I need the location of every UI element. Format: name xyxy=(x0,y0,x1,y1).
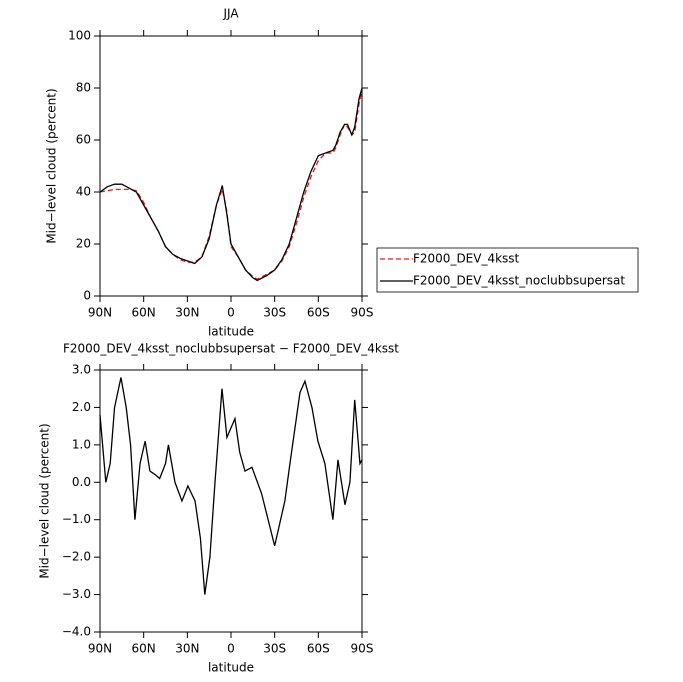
plot-frame xyxy=(99,35,363,297)
panel-title: JJA xyxy=(222,7,239,21)
y-tick-label: 40 xyxy=(76,185,91,199)
legend-label: F2000_DEV_4ksst_noclubbsupersat xyxy=(413,274,625,288)
y-tick-label: 80 xyxy=(76,81,91,95)
x-tick-label: 90S xyxy=(351,642,374,656)
y-tick-label: −2.0 xyxy=(62,550,91,564)
y-tick-label: 100 xyxy=(68,29,91,43)
y-tick-label: 2.0 xyxy=(72,400,91,414)
plot-frame xyxy=(99,369,363,633)
x-tick-label: 60N xyxy=(132,306,156,320)
y-axis-label: Mid−level cloud (percent) xyxy=(45,88,59,243)
x-tick-label: 30N xyxy=(175,642,199,656)
data-line xyxy=(99,377,363,595)
x-tick-label: 90N xyxy=(88,306,112,320)
panel-title: F2000_DEV_4ksst_noclubbsupersat − F2000_… xyxy=(63,342,399,356)
y-tick-label: 0.0 xyxy=(72,475,91,489)
y-axis-label: Mid−level cloud (percent) xyxy=(38,423,52,578)
y-tick-label: 3.0 xyxy=(72,363,91,377)
x-axis-label: latitude xyxy=(208,661,254,675)
x-tick-label: 30S xyxy=(263,306,286,320)
y-tick-label: −3.0 xyxy=(62,587,91,601)
x-tick-label: 60N xyxy=(132,642,156,656)
x-tick-label: 0 xyxy=(227,642,235,656)
x-tick-label: 90N xyxy=(88,642,112,656)
legend-label: F2000_DEV_4ksst xyxy=(413,252,520,266)
y-tick-label: −4.0 xyxy=(62,625,91,639)
x-tick-label: 60S xyxy=(307,642,330,656)
y-tick-label: 20 xyxy=(76,237,91,251)
x-tick-label: 60S xyxy=(307,306,330,320)
y-tick-label: −1.0 xyxy=(62,512,91,526)
data-line xyxy=(99,87,363,282)
y-tick-label: 1.0 xyxy=(72,437,91,451)
data-line xyxy=(99,90,363,280)
x-tick-label: 0 xyxy=(227,306,235,320)
y-tick-label: 60 xyxy=(76,133,91,147)
x-tick-label: 90S xyxy=(351,306,374,320)
y-tick-label: 0 xyxy=(83,289,91,303)
x-tick-label: 30N xyxy=(175,306,199,320)
legend-box xyxy=(376,247,639,293)
x-tick-label: 30S xyxy=(263,642,286,656)
x-axis-label: latitude xyxy=(208,325,254,339)
